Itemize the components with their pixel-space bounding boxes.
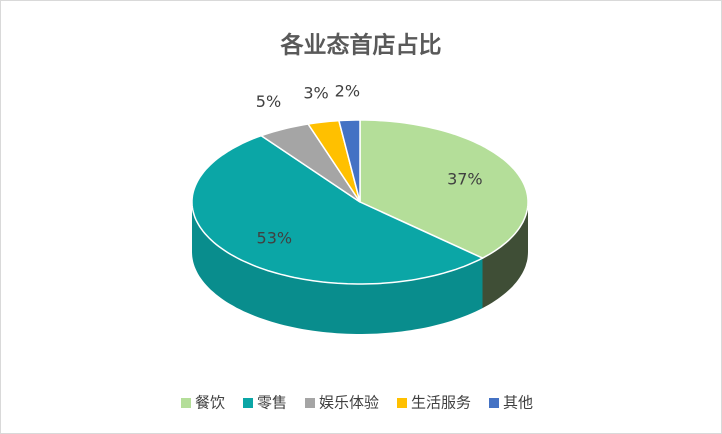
data-label: 37%	[447, 169, 483, 188]
legend-swatch	[243, 398, 253, 408]
slice-side	[192, 202, 483, 334]
legend-swatch	[397, 398, 407, 408]
legend-swatch	[305, 398, 315, 408]
data-label: 5%	[256, 92, 281, 111]
data-label: 53%	[257, 228, 293, 247]
legend-label: 娱乐体验	[319, 394, 379, 412]
chart-title: 各业态首店占比	[280, 32, 442, 59]
slice	[191, 134, 485, 285]
legend-label: 零售	[257, 394, 287, 412]
legend-label: 其他	[503, 394, 533, 412]
data-label: 3%	[303, 83, 328, 102]
data-label: 2%	[335, 81, 360, 100]
slice	[259, 123, 361, 203]
slice	[337, 119, 361, 203]
legend-swatch	[181, 398, 191, 408]
slice-side	[482, 202, 528, 309]
legend-label: 生活服务	[411, 394, 471, 412]
legend-label: 餐饮	[195, 394, 225, 412]
legend-swatch	[489, 398, 499, 408]
slice	[306, 119, 361, 203]
slice	[359, 119, 529, 259]
